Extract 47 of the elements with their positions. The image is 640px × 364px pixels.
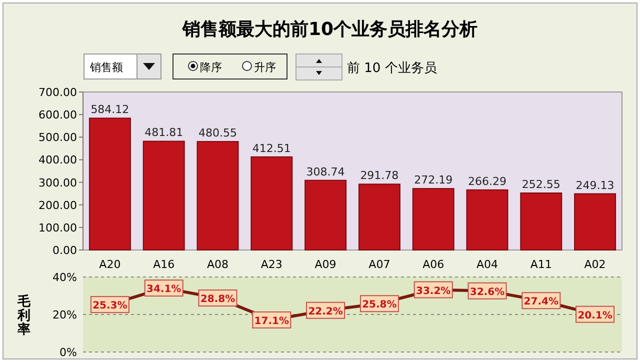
text: 降序 <box>200 61 222 74</box>
data-label: 249.13 <box>576 178 614 192</box>
bar <box>196 141 239 250</box>
bar <box>250 156 293 250</box>
y-tick-label: 0% <box>60 346 77 359</box>
y-tick-label: 400.00 <box>38 154 77 167</box>
data-label: 266.29 <box>468 174 506 188</box>
text: 销售额 <box>89 61 123 74</box>
data-label: 412.51 <box>252 142 291 155</box>
text: 前 10 个业务员 <box>347 61 437 76</box>
bar <box>142 140 185 250</box>
y-tick-label: 700.00 <box>38 86 77 99</box>
data-label: 481.81 <box>144 126 184 140</box>
x-tick-label: A08 <box>206 258 229 271</box>
bar <box>88 118 131 250</box>
y-tick-label: 300.00 <box>38 176 77 190</box>
y-tick-label: 600.00 <box>38 108 77 122</box>
x-tick-label: A06 <box>422 258 444 271</box>
y-tick-label: 20% <box>52 308 77 322</box>
chart-title: 销售额最大的前10个业务员排名分析 <box>181 19 478 40</box>
x-tick-label: A09 <box>314 258 336 271</box>
bar <box>466 189 508 250</box>
data-label: 584.12 <box>90 103 130 116</box>
x-tick-label: A23 <box>260 258 282 271</box>
y-tick-label: 0.00 <box>52 244 77 257</box>
x-tick-label: A20 <box>99 258 121 271</box>
y-tick-label: 200.00 <box>38 198 77 212</box>
x-tick-label: A11 <box>530 258 552 271</box>
bar <box>304 180 347 250</box>
data-label: 480.55 <box>198 126 237 140</box>
y-tick-label: 500.00 <box>38 131 77 144</box>
data-label: 252.55 <box>522 178 560 191</box>
y-tick-label: 40% <box>52 271 77 284</box>
bar <box>412 188 454 250</box>
x-tick-label: A04 <box>476 258 498 271</box>
data-label: 291.78 <box>360 169 399 182</box>
x-tick-label: A16 <box>153 258 175 271</box>
bar <box>358 184 400 250</box>
x-tick-label: A07 <box>368 258 390 271</box>
data-label: 308.74 <box>306 165 345 178</box>
x-tick-label: A02 <box>584 258 606 271</box>
data-label: 272.19 <box>414 174 453 187</box>
text: 升序 <box>254 61 276 74</box>
y-axis-title: 毛利率 <box>16 294 32 338</box>
y-tick-label: 100.00 <box>38 221 77 234</box>
bar <box>520 192 562 250</box>
bar <box>574 193 616 250</box>
